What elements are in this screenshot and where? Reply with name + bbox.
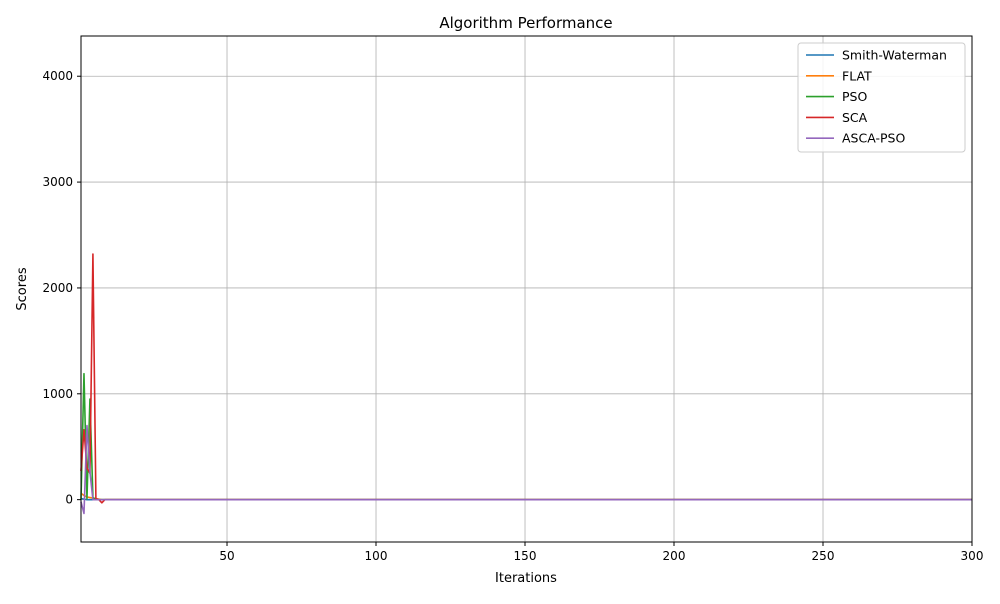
legend-box [797, 42, 966, 153]
chart-title: Algorithm Performance [439, 14, 612, 32]
x-tick-label: 100 [365, 549, 388, 563]
x-tick-label: 200 [663, 549, 686, 563]
legend-label-flat: FLAT [842, 68, 872, 83]
legend-label-smith-waterman: Smith-Waterman [842, 48, 947, 63]
y-tick-label: 2000 [42, 281, 73, 295]
x-tick-label: 50 [219, 549, 234, 563]
y-tick-label: 0 [65, 493, 73, 507]
legend-label-pso: PSO [842, 89, 867, 104]
y-tick-label: 4000 [42, 69, 73, 83]
y-tick-label: 1000 [42, 387, 73, 401]
y-axis-label: Scores [15, 267, 30, 310]
series-lines [80, 253, 972, 515]
y-tick-label: 3000 [42, 175, 73, 189]
series-line-pso [80, 372, 972, 501]
x-tick-label: 250 [812, 549, 835, 563]
x-tick-label: 300 [961, 549, 984, 563]
x-tick-label: 150 [514, 549, 537, 563]
series-line-flat [80, 492, 972, 501]
legend-label-sca: SCA [842, 110, 868, 125]
legend: Smith-Waterman FLAT PSO SCA ASCA-PSO [797, 42, 966, 153]
plot-frame [80, 35, 973, 543]
series-line-sca [80, 253, 972, 504]
legend-label-asca-pso: ASCA-PSO [842, 131, 905, 146]
series-line-asca-pso [80, 424, 972, 515]
x-axis-label: Iterations [495, 571, 557, 586]
